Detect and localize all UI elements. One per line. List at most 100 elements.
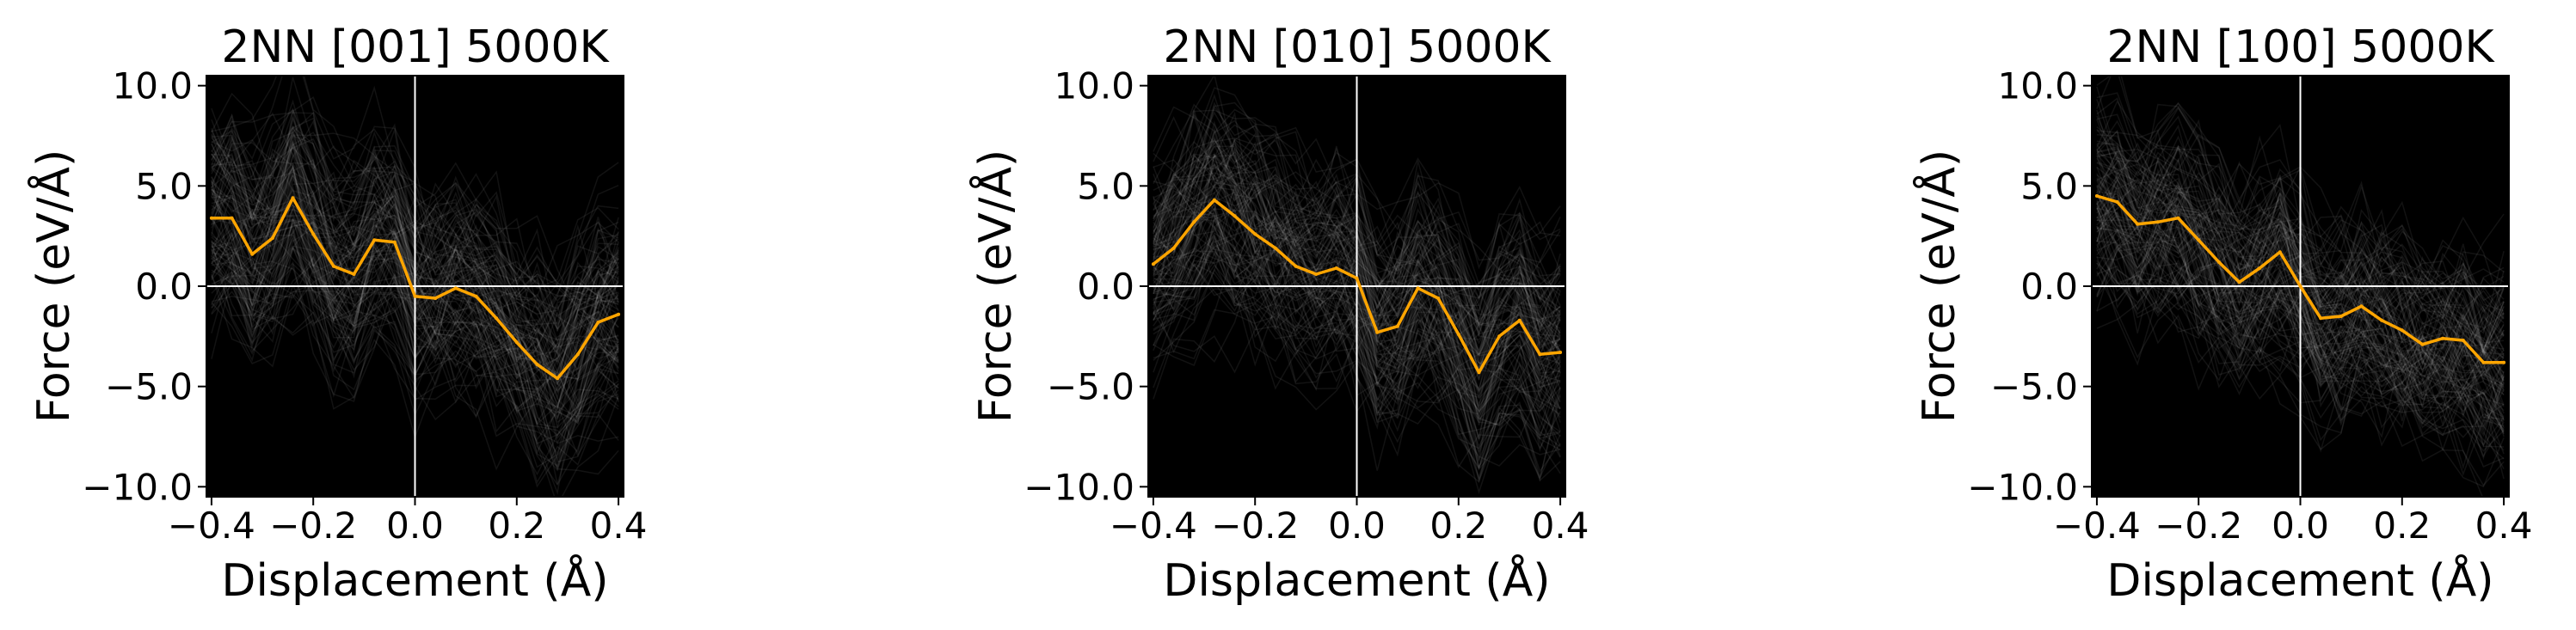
- mean-force-point: [1517, 318, 1522, 322]
- y-tick-label: 0.0: [2020, 266, 2078, 308]
- x-tick-label: 0.4: [590, 505, 648, 547]
- mean-force-point: [1233, 214, 1237, 218]
- mean-force-point: [1416, 286, 1420, 291]
- x-axis-label: Displacement (Å): [2106, 554, 2493, 607]
- y-tick-label: 0.0: [1077, 266, 1134, 308]
- mean-force-point: [1538, 352, 1542, 357]
- x-tick-label: −0.2: [269, 505, 357, 547]
- y-tick-label: −5.0: [1047, 366, 1134, 408]
- mean-force-point: [413, 294, 417, 298]
- x-tick-label: 0.2: [2373, 505, 2431, 547]
- x-tick-label: −0.2: [1211, 505, 1299, 547]
- mean-force-point: [1436, 297, 1441, 300]
- mean-force-point: [1456, 333, 1460, 336]
- mean-force-point: [1355, 276, 1359, 280]
- mean-force-point: [2319, 316, 2323, 321]
- y-axis-label: Force (eV/Å): [968, 150, 1022, 423]
- mean-force-point: [270, 236, 274, 240]
- mean-force-point: [392, 240, 397, 244]
- y-axis-label: Force (eV/Å): [1912, 150, 1965, 423]
- x-tick-label: 0.4: [1532, 505, 1589, 547]
- mean-force-point: [2461, 339, 2465, 342]
- chart-panel: −0.4 −0.2 0.0 0.2 0.4 10.0 5.0 0.0 −5.0 −10.0 2NN …: [27, 21, 647, 607]
- mean-force-point: [209, 216, 213, 220]
- mean-force-point: [596, 321, 600, 324]
- mean-force-point: [331, 264, 335, 268]
- mean-force-point: [372, 238, 377, 242]
- mean-force-point: [1192, 220, 1196, 224]
- mean-force-point: [2136, 222, 2140, 226]
- mean-force-point: [291, 196, 295, 200]
- chart-title: 2NN [100] 5000K: [2106, 21, 2495, 73]
- x-tick-label: 0.2: [488, 505, 545, 547]
- x-tick-label: −0.4: [2053, 505, 2141, 547]
- x-axis-label: Displacement (Å): [1163, 554, 1550, 607]
- mean-force-point: [250, 252, 255, 256]
- x-tick-label: −0.4: [168, 505, 255, 547]
- y-tick-label: −10.0: [82, 466, 193, 508]
- mean-force-point: [2115, 200, 2119, 204]
- y-tick-label: 5.0: [135, 165, 193, 207]
- mean-force-point: [617, 312, 621, 316]
- y-tick-label: −10.0: [1967, 466, 2078, 508]
- y-tick-label: 10.0: [1054, 65, 1134, 107]
- mean-force-point: [1497, 334, 1502, 339]
- mean-force-point: [433, 297, 438, 300]
- x-tick-label: −0.4: [1110, 505, 1197, 547]
- x-tick-label: 0.4: [2475, 505, 2533, 547]
- mean-force-point: [2155, 220, 2160, 224]
- y-tick-label: 10.0: [1997, 65, 2078, 107]
- y-tick-label: −10.0: [1024, 466, 1134, 508]
- mean-force-point: [352, 272, 356, 276]
- x-tick-label: 0.2: [1429, 505, 1487, 547]
- y-tick-label: 0.0: [135, 266, 193, 308]
- mean-force-point: [1273, 246, 1277, 250]
- mean-force-point: [575, 352, 580, 357]
- mean-force-point: [2258, 266, 2262, 270]
- mean-force-point: [1559, 351, 1563, 354]
- mean-force-point: [2197, 238, 2201, 242]
- mean-force-point: [1294, 264, 1298, 268]
- mean-force-point: [2420, 342, 2425, 346]
- mean-force-point: [1375, 330, 1380, 334]
- chart-title: 2NN [001] 5000K: [221, 21, 610, 73]
- chart-title: 2NN [010] 5000K: [1163, 21, 1552, 73]
- mean-force-point: [2400, 328, 2404, 333]
- mean-force-point: [311, 232, 316, 236]
- mean-force-point: [453, 286, 458, 291]
- chart-panel: −0.4 −0.2 0.0 0.2 0.4 10.0 5.0 0.0 −5.0 −10.0 2NN …: [1912, 21, 2532, 607]
- mean-force-point: [2216, 260, 2221, 264]
- mean-force-point: [1253, 232, 1257, 236]
- mean-force-point: [1314, 272, 1319, 276]
- y-tick-label: 5.0: [1077, 165, 1134, 207]
- mean-force-point: [2502, 360, 2506, 364]
- mean-force-point: [2441, 336, 2445, 340]
- mean-force-point: [514, 340, 519, 345]
- y-tick-label: −5.0: [1990, 366, 2078, 408]
- x-tick-label: 0.0: [1328, 505, 1386, 547]
- mean-force-point: [1151, 262, 1155, 266]
- mean-force-point: [535, 363, 539, 366]
- mean-force-point: [2359, 304, 2364, 309]
- mean-force-point: [2237, 280, 2241, 284]
- mean-force-point: [2380, 318, 2384, 322]
- y-tick-label: −5.0: [105, 366, 193, 408]
- mean-force-point: [1212, 198, 1216, 202]
- mean-force-point: [1395, 324, 1399, 328]
- mean-force-point: [2278, 250, 2282, 254]
- x-tick-label: 0.0: [386, 505, 444, 547]
- mean-force-point: [474, 294, 478, 298]
- mean-force-point: [556, 376, 560, 381]
- mean-force-point: [2094, 194, 2099, 198]
- mean-force-point: [495, 316, 499, 321]
- x-tick-label: 0.0: [2272, 505, 2329, 547]
- mean-force-point: [230, 216, 234, 220]
- chart-panel: −0.4 −0.2 0.0 0.2 0.4 10.0 5.0 0.0 −5.0 −10.0 2NN …: [968, 21, 1589, 607]
- mean-force-point: [1334, 266, 1338, 270]
- mean-force-point: [2481, 360, 2486, 364]
- mean-force-point: [1477, 370, 1481, 375]
- mean-force-point: [1171, 246, 1176, 250]
- mean-force-point: [2339, 315, 2343, 318]
